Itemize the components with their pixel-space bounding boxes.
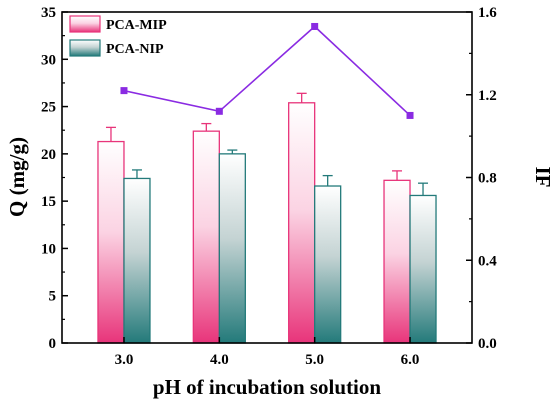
legend: PCA-MIP PCA-NIP [69, 15, 167, 57]
x-axis: 3.0 4.0 5.0 6.0 [115, 337, 420, 368]
y-tick-label-25: 25 [41, 100, 56, 116]
y2-axis-title: IF [531, 167, 550, 188]
bar-pca-nip-4.0 [218, 153, 246, 344]
bar-pca-nip-3.0 [123, 177, 151, 344]
y-tick-label-30: 30 [41, 52, 56, 68]
legend-swatch-nip [69, 39, 101, 57]
right-axis: 0.0 0.4 0.8 1.2 1.6 [466, 5, 497, 352]
if-line [123, 25, 411, 117]
plot-area [61, 11, 473, 344]
error-bars-layer [105, 92, 429, 196]
x-tick-label-5.0: 5.0 [305, 352, 324, 368]
y-tick-label-35: 35 [41, 5, 56, 21]
bars-layer [97, 102, 437, 344]
legend-swatch-mip [69, 15, 101, 33]
y-tick-label-5: 5 [49, 289, 57, 305]
x-axis-title: pH of incubation solution [153, 375, 381, 399]
y-tick-label-10: 10 [41, 241, 56, 257]
y2-tick-label-0.8: 0.8 [478, 171, 497, 187]
y2-tick-label-0.4: 0.4 [478, 253, 497, 269]
y2-tick-label-0.0: 0.0 [478, 336, 497, 352]
legend-label-nip: PCA-NIP [106, 42, 164, 57]
x-tick-label-4.0: 4.0 [210, 352, 229, 368]
if-point-3.0 [120, 87, 128, 95]
left-axis: 0 5 10 15 20 25 30 35 [41, 5, 68, 352]
if-point-4.0 [215, 107, 223, 115]
if-point-6.0 [406, 111, 414, 119]
bar-pca-mip-5.0 [288, 102, 316, 344]
bar-pca-nip-6.0 [409, 194, 437, 344]
y-tick-label-20: 20 [41, 147, 56, 163]
if-point-5.0 [311, 22, 319, 30]
y-tick-label-0: 0 [49, 336, 57, 352]
x-tick-label-3.0: 3.0 [115, 352, 134, 368]
legend-label-mip: PCA-MIP [106, 18, 167, 33]
y-axis-title: Q (mg/g) [5, 137, 29, 217]
if-line-layer [120, 22, 414, 119]
bar-pca-nip-5.0 [314, 185, 342, 344]
bar-pca-mip-3.0 [97, 140, 125, 344]
y2-tick-label-1.6: 1.6 [478, 5, 497, 21]
bar-pca-mip-6.0 [383, 179, 411, 344]
y2-tick-label-1.2: 1.2 [478, 88, 497, 104]
y-tick-label-15: 15 [41, 194, 56, 210]
x-tick-label-6.0: 6.0 [401, 352, 420, 368]
bar-pca-mip-4.0 [192, 130, 220, 344]
